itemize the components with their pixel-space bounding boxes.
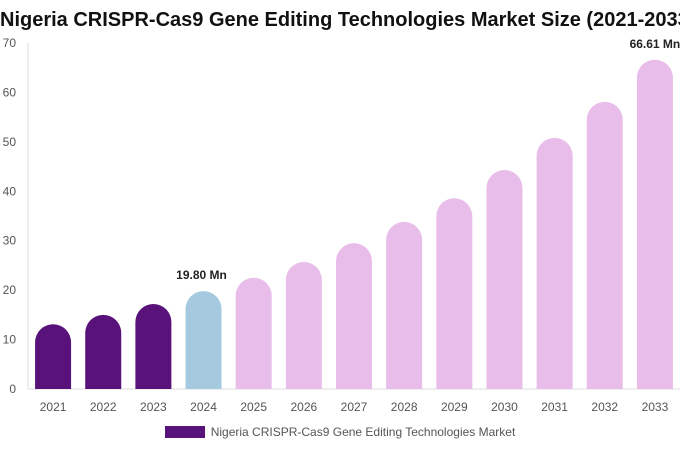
y-tick-label: 0 [9,382,16,396]
data-label: 19.80 Mn [176,268,227,282]
y-tick-label: 50 [3,135,17,149]
y-tick-label: 70 [3,36,17,50]
bar-2024 [185,291,222,389]
x-tick-label: 2030 [491,400,518,414]
x-tick-label: 2033 [642,400,669,414]
x-tick-label: 2028 [391,400,418,414]
y-tick-label: 60 [3,85,17,99]
bar-2031 [536,137,573,389]
y-tick-label: 40 [3,184,17,198]
x-tick-label: 2021 [40,400,67,414]
bar-2029 [436,198,473,389]
x-tick-label: 2025 [240,400,267,414]
x-tick-label: 2029 [441,400,468,414]
x-tick-label: 2024 [190,400,217,414]
x-tick-label: 2031 [541,400,568,414]
y-tick-label: 10 [3,333,17,347]
legend: Nigeria CRISPR-Cas9 Gene Editing Technol… [0,425,680,439]
x-tick-label: 2022 [90,400,117,414]
bar-2033 [636,59,673,389]
bar-2028 [386,221,423,389]
x-tick-label: 2032 [591,400,618,414]
bar-2022 [85,314,122,389]
bar-2021 [35,324,72,389]
chart-title: Nigeria CRISPR-Cas9 Gene Editing Technol… [0,9,680,31]
legend-swatch [164,426,205,438]
bar-2027 [336,243,372,389]
x-tick-label: 2027 [341,400,368,414]
legend-label: Nigeria CRISPR-Cas9 Gene Editing Technol… [210,425,516,439]
bar-2026 [285,261,322,389]
bar-2025 [235,277,272,389]
y-tick-label: 30 [3,234,17,248]
x-tick-label: 2023 [140,400,167,414]
x-tick-label: 2026 [290,400,317,414]
bar-2032 [586,101,623,389]
bar-2023 [135,303,172,389]
data-label: 66.61 Mn [630,37,680,51]
bar-2030 [486,170,523,389]
y-tick-label: 20 [3,283,17,297]
